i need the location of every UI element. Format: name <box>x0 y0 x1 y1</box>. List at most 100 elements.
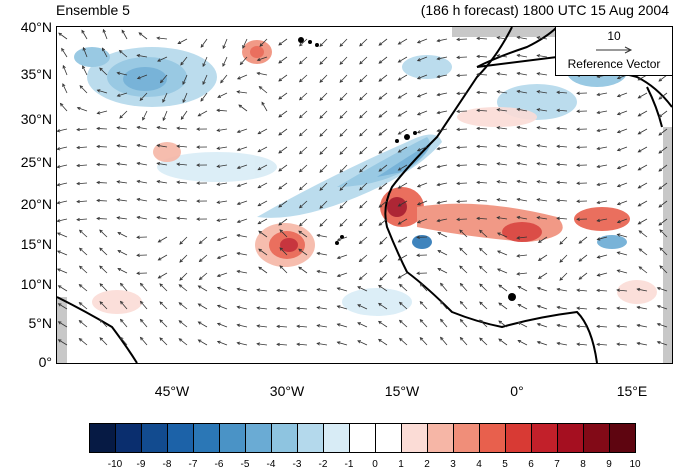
wind-vector-head <box>476 108 480 113</box>
wind-vector <box>97 89 108 94</box>
colorbar-tick-label: 3 <box>450 459 456 470</box>
wind-vector-head <box>116 198 121 202</box>
wind-vector-head <box>296 342 300 347</box>
wind-vector-head <box>556 126 560 131</box>
wind-vector-head <box>636 305 641 310</box>
wind-vector-head <box>197 113 202 117</box>
wind-vector-head <box>319 43 324 47</box>
wind-vector-head <box>536 304 541 309</box>
wind-vector-head <box>439 282 444 287</box>
colorbar-tick-label: 4 <box>476 459 482 470</box>
wind-vector <box>99 283 108 292</box>
wind-vector-head <box>576 181 580 185</box>
wind-vector-head <box>398 319 403 324</box>
wind-vector-head <box>216 273 221 278</box>
wind-vector <box>399 302 408 310</box>
colorbar-swatch <box>531 423 558 453</box>
wind-vector-head <box>139 300 144 305</box>
wind-vector <box>479 319 488 328</box>
wind-vector <box>617 343 628 346</box>
wind-vector-head <box>236 341 241 345</box>
wind-vector-head <box>636 341 641 346</box>
wind-vector <box>578 236 588 244</box>
lon-tick-label: 15°E <box>616 383 648 399</box>
wind-vector <box>240 56 248 65</box>
wind-vector-head <box>59 102 64 107</box>
wind-vector-head <box>257 185 262 189</box>
wind-vector-head <box>616 201 621 206</box>
wind-vector <box>137 216 148 220</box>
wind-vector <box>237 252 248 256</box>
wind-vector <box>658 74 668 82</box>
wind-vector <box>276 343 288 346</box>
wind-vector-head <box>136 179 141 184</box>
wind-vector-head <box>359 168 363 173</box>
wind-vector-head <box>437 268 442 272</box>
colorbar-tick-label: -3 <box>292 459 302 470</box>
wind-vector-head <box>476 36 480 41</box>
wind-vector <box>177 217 188 220</box>
wind-vector-head <box>516 35 521 40</box>
wind-vector <box>557 127 568 130</box>
colorbar-swatch <box>583 423 610 453</box>
wind-vector-head <box>357 286 361 290</box>
wind-vector <box>479 265 488 274</box>
wind-vector <box>456 110 468 112</box>
wind-vector <box>517 90 528 94</box>
wind-vector-head <box>416 166 421 170</box>
wind-vector <box>419 337 428 346</box>
wind-vector <box>237 74 248 80</box>
wind-vector <box>222 56 228 67</box>
wind-vector <box>198 321 208 328</box>
wind-vector-head <box>637 131 642 135</box>
wind-vector <box>298 230 308 238</box>
wind-vector <box>456 128 468 130</box>
wind-vector <box>476 163 488 166</box>
wind-vector-head <box>456 37 460 42</box>
wind-vector <box>217 128 228 132</box>
wind-vector-head <box>596 342 600 347</box>
wind-vector-head <box>397 149 402 153</box>
wind-vector <box>379 272 388 281</box>
wind-vector <box>437 164 448 168</box>
wind-vector <box>238 104 248 112</box>
wind-vector <box>237 270 248 274</box>
colorbar-tick-label: -1 <box>344 459 354 470</box>
wind-vector-head <box>476 162 480 167</box>
wind-vector-head <box>196 217 200 221</box>
wind-vector-head <box>316 233 321 238</box>
wind-vector <box>638 92 648 99</box>
wind-vector-head <box>76 217 80 222</box>
wind-vector-head <box>276 342 280 347</box>
wind-vector-head <box>537 239 542 243</box>
wind-vector-head <box>637 221 642 225</box>
wind-vector <box>476 199 488 202</box>
wind-vector <box>459 229 468 238</box>
wind-vector-head <box>377 338 382 343</box>
wind-vector <box>538 272 548 279</box>
wind-vector-head <box>57 303 62 307</box>
wind-vector <box>199 272 208 280</box>
wind-vector <box>297 325 308 328</box>
lon-tick-label: 30°W <box>269 383 305 399</box>
wind-vector-head <box>76 199 80 204</box>
colorbar-tick-label: 0 <box>372 459 378 470</box>
wind-vector-head <box>456 181 460 186</box>
wind-vector <box>297 289 308 292</box>
wind-vector-head <box>261 101 265 106</box>
wind-vector <box>137 144 148 148</box>
wind-vector-head <box>278 168 282 172</box>
wind-vector-head <box>616 75 621 80</box>
wind-vector-head <box>556 162 560 167</box>
wind-vector <box>417 218 428 224</box>
wind-vector-head <box>82 46 86 51</box>
wind-vector <box>559 254 568 263</box>
wind-vector <box>557 199 568 202</box>
wind-vector <box>437 182 448 186</box>
wind-vector-head <box>278 186 282 190</box>
wind-vector-head <box>516 53 521 58</box>
wind-vector <box>440 319 448 328</box>
wind-vector-head <box>517 321 522 326</box>
wind-vector <box>517 180 528 184</box>
wind-vector <box>97 110 108 114</box>
